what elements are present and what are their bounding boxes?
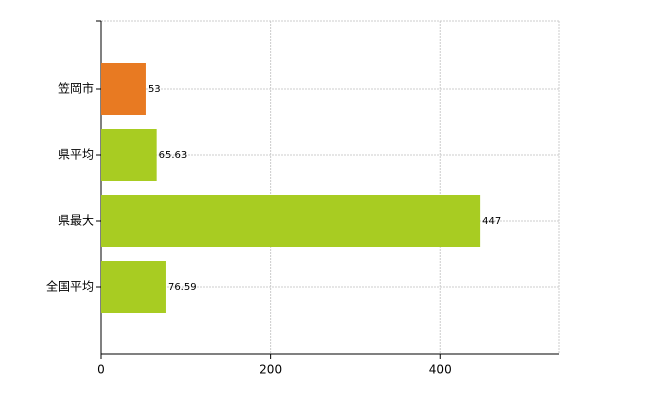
bar: [101, 261, 166, 313]
value-label: 65.63: [159, 150, 188, 161]
x-tick-label: 0: [97, 363, 105, 377]
bar: [101, 129, 157, 181]
y-tick-label: 県平均: [58, 148, 94, 162]
value-label: 76.59: [168, 282, 197, 293]
value-label: 53: [148, 84, 161, 95]
x-tick-label: 200: [259, 363, 282, 377]
y-tick-label: 笠岡市: [58, 81, 94, 96]
value-label: 447: [482, 216, 501, 227]
y-tick-label: 全国平均: [46, 279, 94, 294]
x-tick-label: 400: [429, 363, 452, 377]
bar: [101, 195, 481, 247]
y-tick-label: 県最大: [58, 214, 94, 228]
bar: [101, 63, 146, 115]
